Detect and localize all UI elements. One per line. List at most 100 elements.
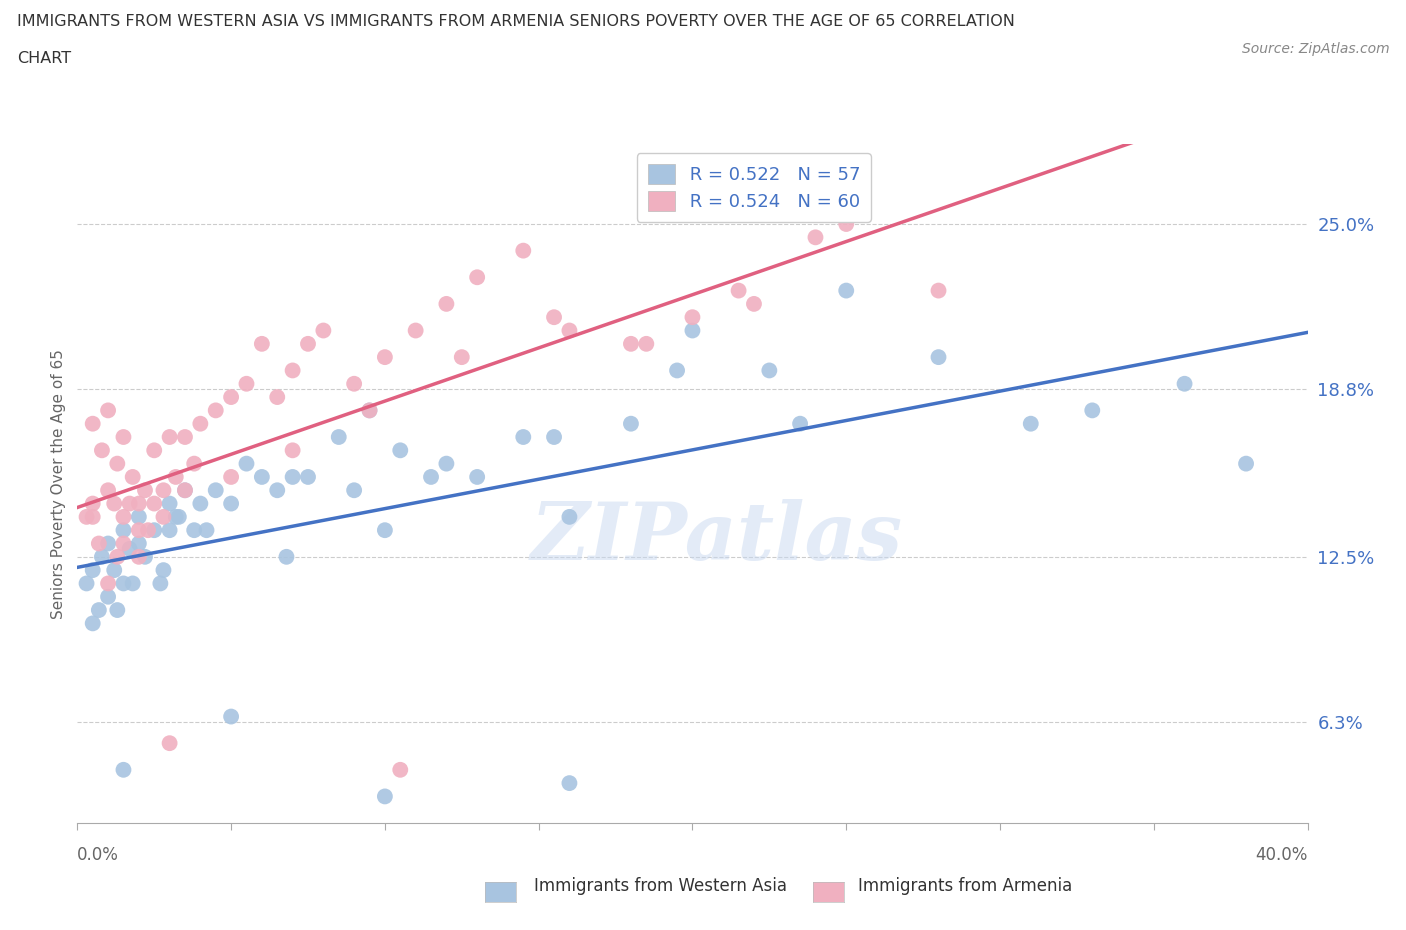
Point	[281, 363, 304, 378]
Point	[512, 430, 534, 445]
Point	[266, 390, 288, 405]
Point	[204, 483, 226, 498]
Point	[374, 523, 396, 538]
Point	[112, 536, 135, 551]
Point	[112, 763, 135, 777]
Point	[128, 536, 150, 551]
Point	[1019, 417, 1042, 432]
Point	[835, 283, 858, 298]
Point	[128, 523, 150, 538]
Point	[159, 523, 181, 538]
Point	[235, 457, 257, 472]
Point	[682, 323, 704, 338]
Point	[235, 377, 257, 392]
Point	[374, 789, 396, 804]
Point	[359, 403, 381, 418]
Point	[558, 776, 581, 790]
Point	[159, 736, 181, 751]
Point	[1234, 457, 1257, 472]
Point	[219, 496, 242, 511]
Point	[543, 310, 565, 325]
Point	[82, 616, 104, 631]
Point	[219, 709, 242, 724]
Point	[112, 523, 135, 538]
Point	[97, 590, 120, 604]
Point	[76, 576, 98, 591]
Point	[174, 483, 197, 498]
Point	[118, 541, 141, 556]
Point	[82, 563, 104, 578]
Point	[281, 443, 304, 458]
Point	[465, 270, 488, 285]
Point	[636, 337, 658, 352]
Text: 40.0%: 40.0%	[1256, 846, 1308, 864]
Point	[804, 230, 827, 245]
Legend:  R = 0.522   N = 57,  R = 0.524   N = 60: R = 0.522 N = 57, R = 0.524 N = 60	[637, 153, 872, 222]
Point	[682, 310, 704, 325]
Point	[188, 496, 212, 511]
Point	[436, 297, 458, 312]
Point	[928, 283, 950, 298]
Point	[450, 350, 472, 365]
Point	[250, 337, 273, 352]
Point	[143, 523, 166, 538]
Point	[789, 417, 811, 432]
Point	[87, 603, 110, 618]
Point	[312, 323, 335, 338]
Point	[343, 377, 366, 392]
Point	[97, 576, 120, 591]
Point	[266, 483, 288, 498]
Point	[250, 470, 273, 485]
Point	[97, 483, 120, 498]
Point	[1174, 377, 1197, 392]
Point	[374, 350, 396, 365]
Point	[343, 483, 366, 498]
Point	[82, 496, 104, 511]
Point	[543, 430, 565, 445]
Text: Immigrants from Armenia: Immigrants from Armenia	[858, 877, 1071, 895]
Point	[152, 483, 174, 498]
Point	[758, 363, 780, 378]
Point	[297, 337, 319, 352]
Point	[134, 550, 156, 565]
Point	[103, 496, 125, 511]
Point	[281, 470, 304, 485]
Point	[183, 457, 205, 472]
Text: IMMIGRANTS FROM WESTERN ASIA VS IMMIGRANTS FROM ARMENIA SENIORS POVERTY OVER THE: IMMIGRANTS FROM WESTERN ASIA VS IMMIGRAN…	[17, 14, 1015, 29]
Point	[835, 217, 858, 232]
Point	[134, 483, 156, 498]
Point	[159, 430, 181, 445]
Point	[165, 510, 187, 525]
Point	[103, 563, 125, 578]
Point	[620, 337, 643, 352]
Point	[405, 323, 427, 338]
Text: Source: ZipAtlas.com: Source: ZipAtlas.com	[1241, 42, 1389, 56]
Point	[195, 523, 218, 538]
Point	[87, 536, 110, 551]
Point	[152, 563, 174, 578]
Point	[121, 470, 143, 485]
Point	[167, 510, 190, 525]
Point	[174, 483, 197, 498]
Point	[188, 417, 212, 432]
Point	[128, 496, 150, 511]
Point	[136, 523, 159, 538]
Point	[204, 403, 226, 418]
Point	[436, 457, 458, 472]
Point	[82, 417, 104, 432]
Point	[97, 536, 120, 551]
Point	[165, 470, 187, 485]
Point	[105, 550, 128, 565]
Point	[727, 283, 749, 298]
Point	[359, 403, 381, 418]
Point	[76, 510, 98, 525]
Point	[420, 470, 443, 485]
Point	[328, 430, 350, 445]
Point	[276, 550, 298, 565]
Point	[219, 470, 242, 485]
Point	[174, 430, 197, 445]
Point	[90, 550, 114, 565]
Point	[128, 550, 150, 565]
Text: ZIPatlas: ZIPatlas	[531, 499, 903, 577]
Point	[105, 603, 128, 618]
